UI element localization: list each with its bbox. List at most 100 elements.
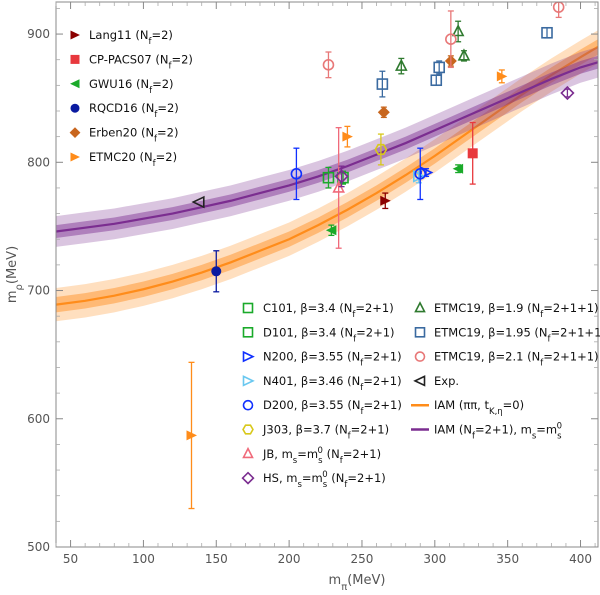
legend-label: ETMC19, β=2.1 (Nf=2+1+1)	[434, 350, 599, 369]
marker	[290, 168, 303, 180]
iam-pipi-outer-band	[56, 30, 598, 322]
iam-nf21-curve	[56, 61, 598, 233]
x-tick-label: 400	[569, 552, 592, 566]
legend-marker	[242, 399, 254, 411]
marker	[541, 26, 553, 39]
x-axis-label: mπ(MeV)	[329, 573, 386, 593]
marker	[414, 168, 427, 180]
y-tick-label: 800	[27, 155, 50, 169]
data-point-4-0	[377, 106, 390, 119]
x-tick-label: 250	[351, 552, 374, 566]
marker	[496, 71, 508, 82]
data-point-14-2	[457, 48, 471, 62]
y-tick-label: 700	[27, 284, 50, 298]
legend-label: JB, ms=ms0 (Nf=2+1)	[262, 446, 381, 466]
marker	[433, 61, 445, 74]
data-point-13-0	[334, 165, 349, 188]
legend-marker	[70, 54, 80, 64]
legend-label: IAM (Nf=2+1), ms=ms0	[434, 422, 562, 442]
legend-marker	[241, 471, 255, 485]
y-tick-label: 600	[27, 412, 50, 426]
legend-marker	[242, 446, 254, 459]
legend-left-item-2: GWU16 (Nf=2)	[70, 77, 174, 96]
legend-mid-item-5: J303, β=3.7 (Nf=2+1)	[242, 423, 389, 442]
legend-left-item-0: Lang11 (Nf=2)	[70, 28, 173, 47]
marker	[420, 166, 434, 179]
legend-label: D200, β=3.55 (Nf=2+1)	[263, 398, 402, 417]
legend-right-item-2: ETMC19, β=2.1 (Nf=2+1+1)	[414, 350, 599, 369]
data-point-16-0	[322, 51, 335, 79]
marker	[394, 58, 408, 71]
data-point-10-1	[414, 147, 427, 201]
x-tick-label: 350	[496, 552, 519, 566]
marker	[374, 143, 388, 156]
legend-mid-item-7: HS, ms=ms0 (Nf=2+1)	[241, 470, 386, 490]
x-tick-label: 50	[63, 552, 78, 566]
data-point-14-1	[451, 20, 465, 43]
legend-mid-item-2: N200, β=3.55 (Nf=2+1)	[242, 350, 402, 369]
legend-label: Exp.	[434, 374, 459, 388]
legend-label: N200, β=3.55 (Nf=2+1)	[263, 350, 402, 369]
legend-label: ETMC19, β=1.95 (Nf=2+1+1)	[434, 325, 600, 344]
marker	[325, 225, 337, 236]
iam-pipi-curve	[56, 45, 598, 306]
marker	[457, 48, 471, 61]
legend-left-item-5: ETMC20 (Nf=2)	[70, 150, 177, 169]
x-tick-label: 300	[423, 552, 446, 566]
legend-marker	[414, 351, 426, 362]
legend-right-item-1: ETMC19, β=1.95 (Nf=2+1+1)	[414, 325, 600, 344]
data-point-15-1	[430, 74, 443, 87]
legend-marker	[242, 326, 254, 338]
legend-mid-item-6: JB, ms=ms0 (Nf=2+1)	[242, 446, 381, 466]
legend-right-item-3: Exp.	[413, 374, 459, 388]
legend-marker	[242, 375, 255, 387]
marker	[380, 195, 391, 206]
data-point-2-0	[325, 224, 337, 237]
legend-right-item-4: IAM (ππ, tK,η=0)	[411, 398, 524, 417]
data-point-17-0	[191, 195, 205, 209]
marker	[342, 131, 353, 142]
marker	[322, 171, 335, 184]
legend-mid-item-0: C101, β=3.4 (Nf=2+1)	[242, 301, 394, 320]
legend-label: D101, β=3.4 (Nf=2+1)	[263, 325, 395, 344]
data-point-15-0	[376, 70, 389, 98]
legend-marker	[70, 30, 80, 40]
legend-marker	[69, 127, 81, 138]
legend-label: IAM (ππ, tK,η=0)	[434, 398, 524, 417]
data-point-2-1	[452, 163, 464, 174]
plot-frame	[55, 1, 599, 548]
legend-label: Lang11 (Nf=2)	[89, 28, 173, 47]
legend-label: N401, β=3.46 (Nf=2+1)	[263, 374, 402, 393]
legend-label: C101, β=3.4 (Nf=2+1)	[263, 301, 394, 320]
legend-right-item-5: IAM (Nf=2+1), ms=ms0	[411, 422, 562, 442]
legend-label: GWU16 (Nf=2)	[89, 77, 174, 96]
data-point-14-0	[394, 57, 408, 75]
data-point-6-0	[322, 166, 335, 189]
legend-left-item-3: RQCD16 (Nf=2)	[70, 101, 179, 120]
y-axis-label: mρ(MeV)	[5, 246, 25, 303]
x-tick-label: 200	[278, 552, 301, 566]
marker	[445, 33, 457, 45]
legend-label: Erben20 (Nf=2)	[89, 126, 179, 145]
data-point-16-1	[445, 10, 457, 69]
marker	[560, 85, 575, 101]
marker	[377, 106, 390, 119]
data-point-0-0	[380, 192, 391, 210]
marker	[334, 169, 349, 184]
marker	[186, 430, 197, 441]
x-tick-label: 150	[205, 552, 228, 566]
legend-mid-item-1: D101, β=3.4 (Nf=2+1)	[242, 325, 395, 344]
y-tick-label: 500	[27, 540, 50, 554]
marker	[430, 74, 443, 87]
legend-marker	[414, 326, 426, 338]
legend-mid-item-4: D200, β=3.55 (Nf=2+1)	[242, 398, 402, 417]
data-point-1-0	[467, 121, 478, 185]
legend-right-item-0: ETMC19, β=1.9 (Nf=2+1+1)	[414, 301, 599, 320]
data-point-15-2	[433, 60, 445, 75]
marker	[191, 195, 205, 209]
legend-label: CP-PACS07 (Nf=2)	[89, 52, 193, 71]
y-tick-label: 900	[27, 27, 50, 41]
legend-mid-item-3: N401, β=3.46 (Nf=2+1)	[242, 374, 402, 393]
marker	[452, 163, 464, 174]
